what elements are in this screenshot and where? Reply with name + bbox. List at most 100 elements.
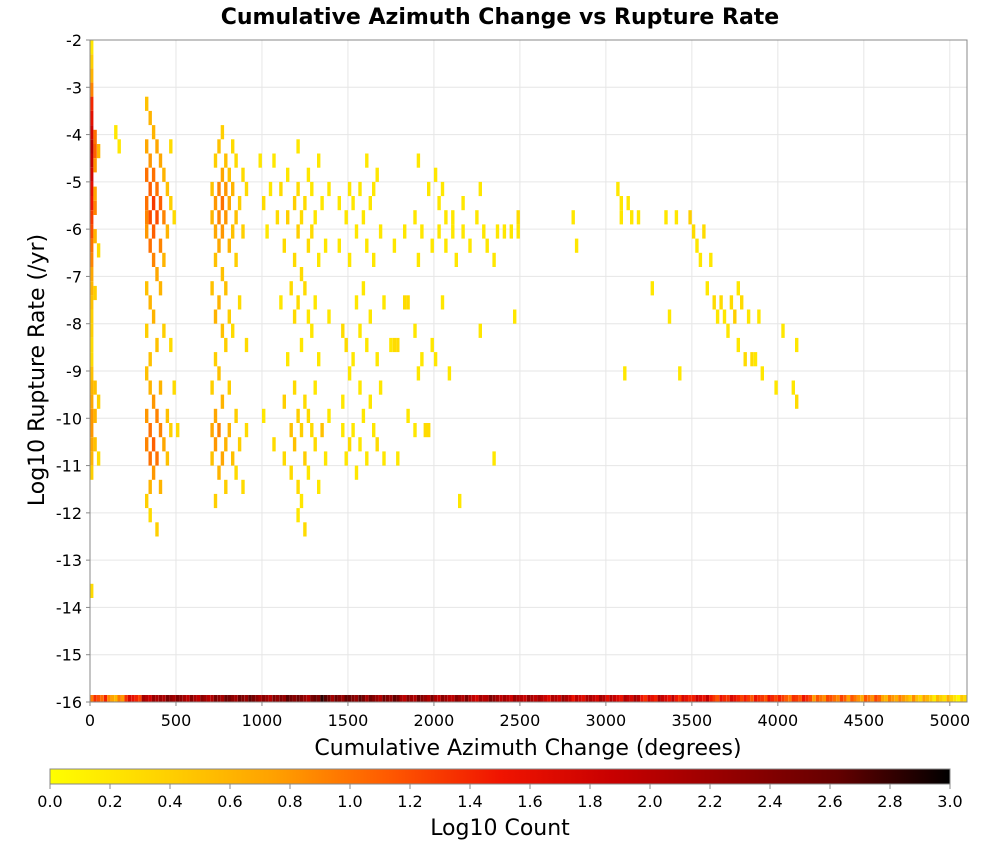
heatmap-cell-baseline [492,695,496,702]
heatmap-cell [292,309,297,324]
heatmap-cell-baseline [781,695,785,702]
heatmap-cell-baseline [134,695,139,702]
heatmap-cell [90,352,94,367]
heatmap-cell [351,352,355,367]
heatmap-cell-baseline [114,695,118,702]
heatmap-cell [327,181,331,197]
heatmap-cell-baseline [626,695,630,702]
heatmap-cell-baseline [743,695,747,702]
heatmap-cell-baseline [949,695,954,702]
heatmap-cell [341,423,345,438]
heatmap-cell [93,408,97,423]
heatmap-cell-baseline [612,695,617,702]
colorbar-tick-label: 2.2 [697,792,722,811]
heatmap-cell-baseline [595,695,599,702]
heatmap-cell [351,196,355,211]
heatmap-cell [158,380,163,395]
heatmap-cell [292,437,297,452]
heatmap-cell [90,408,94,423]
heatmap-cell [96,451,101,466]
heatmap-cell-baseline [430,695,434,702]
heatmap-cell [217,139,221,154]
heatmap-cell [169,337,173,353]
colorbar-tick-label: 0.2 [97,792,122,811]
heatmap-cell-baseline [327,695,331,702]
heatmap-cell [158,153,163,168]
heatmap-cell [210,451,214,466]
heatmap-cell [220,394,225,409]
heatmap-cell [93,186,97,201]
heatmap-cell-baseline [537,695,541,702]
heatmap-cell-baseline [213,695,218,702]
heatmap-cell [626,196,630,211]
heatmap-cell [337,238,341,253]
heatmap-cell [382,295,386,310]
heatmap-cell [93,200,97,215]
heatmap-cell-baseline [881,695,885,702]
colorbar-tick-label: 1.6 [517,792,542,811]
heatmap-cell [688,210,692,225]
heatmap-cell [341,323,345,338]
heatmap-cell [90,267,94,282]
heatmap-cell [145,281,149,296]
heatmap-cell [90,210,94,225]
heatmap-cell [286,167,290,182]
heatmap-cell [310,224,314,239]
heatmap-cell [169,196,173,211]
heatmap-cell [317,252,321,267]
heatmap-cell [217,210,221,225]
heatmap-cell-baseline [674,695,679,702]
heatmap-cell-baseline [427,695,431,702]
heatmap-cell-baseline [891,695,895,702]
heatmap-cell-baseline [513,695,517,702]
heatmap-cell-baseline [234,695,238,702]
heatmap-cell [795,337,799,353]
heatmap-cell-baseline [110,695,114,702]
x-tick-label: 0 [85,711,95,730]
heatmap-cell-baseline [685,695,689,702]
heatmap-cell [151,167,156,182]
heatmap-cell [165,408,170,423]
heatmap-cell [279,181,283,197]
heatmap-cell [93,285,97,301]
heatmap-cell-baseline [526,695,531,702]
heatmap-cell-baseline [588,695,593,702]
heatmap-cell [296,181,300,197]
heatmap-cell [90,196,94,211]
heatmap-cell [224,210,228,225]
heatmap-cell [310,323,314,338]
heatmap-cell-baseline [330,695,335,702]
y-axis-label: Log10 Rupture Rate (/yr) [25,234,50,506]
heatmap-cell [347,181,352,197]
heatmap-cell [323,451,328,466]
heatmap-cell-baseline [248,695,252,702]
heatmap-cell [327,408,331,423]
heatmap-cell-baseline [375,695,379,702]
heatmap-cell-baseline [784,695,789,702]
heatmap-cell-baseline [96,695,101,702]
heatmap-cell [674,210,679,225]
heatmap-cell-baseline [654,695,658,702]
heatmap-cell-baseline [712,695,716,702]
heatmap-cell-baseline [815,695,820,702]
heatmap-cell [781,323,785,338]
heatmap-cell [217,366,221,381]
heatmap-cell [265,224,269,239]
heatmap-cell-baseline [630,695,634,702]
heatmap-cell [165,224,170,239]
heatmap-cell-baseline [451,695,455,702]
heatmap-cell [96,144,101,159]
heatmap-cell [461,224,465,239]
heatmap-cell [90,110,94,126]
heatmap-cell [303,196,307,211]
heatmap-cell-baseline [351,695,355,702]
heatmap-cell [90,366,94,381]
heatmap-cell [158,281,163,296]
heatmap-cell [224,437,228,452]
heatmap-cell-baseline [915,695,919,702]
heatmap-cell [145,493,149,509]
heatmap-cell [213,196,218,211]
heatmap-cell [750,352,754,367]
heatmap-cell [317,153,321,168]
heatmap-cell-baseline [698,695,703,702]
